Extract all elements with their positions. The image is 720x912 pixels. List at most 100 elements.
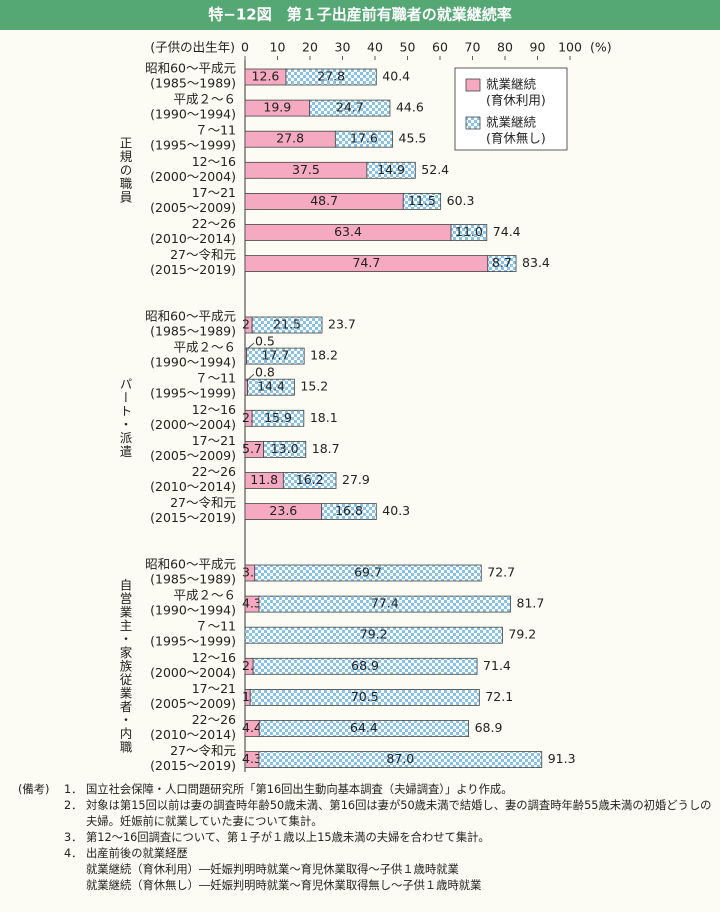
total-label: 15.2 xyxy=(300,379,328,394)
value-label: 19.9 xyxy=(263,100,291,115)
bar-segment xyxy=(334,130,393,148)
value-label: 64.4 xyxy=(350,720,378,735)
category-label: 平成２〜６ xyxy=(173,588,236,603)
category-label: (2015〜2019) xyxy=(150,758,236,773)
bar-segment xyxy=(263,440,307,458)
value-label: 63.4 xyxy=(334,224,362,239)
category-label: (2010〜2014) xyxy=(150,479,236,494)
x-tick-label: 30 xyxy=(335,40,351,55)
total-label: 60.3 xyxy=(447,193,475,208)
total-label: 18.1 xyxy=(310,410,338,425)
note-text: 第12〜16回調査について、第１子が１歳以上15歳未満の夫婦を合わせて集計。 xyxy=(86,831,490,844)
x-tick-label: 0 xyxy=(241,40,249,55)
total-label: 71.4 xyxy=(483,658,511,673)
category-label: (2000〜2004) xyxy=(150,169,236,184)
note-number: 1． xyxy=(64,783,83,796)
note-sub: 就業継続（育休無し）―妊娠判明時就業〜育児休業取得無し〜子供１歳時就業 xyxy=(86,879,482,892)
value-label: 11.5 xyxy=(408,193,436,208)
total-label: 72.1 xyxy=(485,689,513,704)
value-label: 8.7 xyxy=(492,255,512,270)
value-label: 12.6 xyxy=(252,69,280,84)
group-label: 正規の職員 xyxy=(118,136,133,204)
value-label: 11.8 xyxy=(250,472,278,487)
bar-segment xyxy=(258,751,543,768)
total-label: 81.7 xyxy=(517,596,545,611)
category-label: (1985〜1989) xyxy=(150,76,236,91)
legend-label: 就業継続 xyxy=(486,115,537,130)
category-label: 12〜16 xyxy=(192,650,236,665)
bar-segment xyxy=(258,595,511,613)
note: 4． 出産前後の就業経歴 xyxy=(64,846,714,862)
value-label: 21.5 xyxy=(273,317,301,332)
category-label: (1995〜1999) xyxy=(150,634,236,649)
total-label: 91.3 xyxy=(548,751,576,766)
value-label: 17.7 xyxy=(261,348,289,363)
x-tick-label: 70 xyxy=(465,40,481,55)
bar-segment xyxy=(366,161,416,179)
x-tick-label: 50 xyxy=(400,40,416,55)
category-label: 22〜26 xyxy=(192,712,236,727)
total-label: 52.4 xyxy=(421,162,449,177)
category-label: (1985〜1989) xyxy=(150,324,236,339)
notes: (備考) 1． 国立社会保障・人口問題研究所「第16回出生動向基本調査（夫婦調査）… xyxy=(18,782,714,894)
bar-segment xyxy=(450,224,488,241)
total-label: 44.6 xyxy=(396,100,424,115)
x-tick-label: 40 xyxy=(367,40,383,55)
note-number: 3． xyxy=(64,831,83,844)
bar-segment xyxy=(246,347,305,365)
bar-segment xyxy=(247,378,295,396)
category-label: ７〜11 xyxy=(195,371,236,386)
group-label: 自営業主・家族従業者・内職 xyxy=(118,578,133,754)
legend-label: (育休利用) xyxy=(486,93,546,108)
category-label: (2005〜2009) xyxy=(150,448,236,463)
category-label: 12〜16 xyxy=(192,154,236,169)
value-label: 16.8 xyxy=(335,503,363,518)
bar-segment xyxy=(402,192,442,210)
category-label: 27〜令和元 xyxy=(170,247,236,262)
bar-segment xyxy=(285,68,377,86)
category-label: 27〜令和元 xyxy=(170,495,236,510)
value-label: 14.4 xyxy=(257,379,285,394)
value-label: 48.7 xyxy=(310,193,338,208)
category-label: (2005〜2009) xyxy=(150,200,236,215)
category-label: (1995〜1999) xyxy=(150,386,236,401)
total-label: 27.9 xyxy=(342,472,370,487)
legend-label: 就業継続 xyxy=(486,77,537,92)
value-label: 27.8 xyxy=(276,131,304,146)
total-label: 68.9 xyxy=(475,720,503,735)
value-unit: (%) xyxy=(590,40,612,55)
note-text: 出産前後の就業経歴 xyxy=(86,847,188,860)
value-label: 77.4 xyxy=(371,596,399,611)
bar-segment xyxy=(251,316,323,334)
legend-swatch xyxy=(465,78,481,92)
value-label: 68.9 xyxy=(351,658,379,673)
note: 1． 国立社会保障・人口問題研究所「第16回出生動向基本調査（夫婦調査）」より作成… xyxy=(64,782,714,798)
category-label: (1985〜1989) xyxy=(150,572,236,587)
value-label: 15.9 xyxy=(264,410,292,425)
category-label: (1990〜1994) xyxy=(150,107,236,122)
value-label: 16.2 xyxy=(296,472,324,487)
category-label: (1990〜1994) xyxy=(150,603,236,618)
value-label: 4.3 xyxy=(242,751,262,766)
bar-segment xyxy=(249,689,480,706)
legend-label: (育休無し) xyxy=(486,131,546,146)
value-label: 13.0 xyxy=(271,441,299,456)
value-label: 27.8 xyxy=(317,69,345,84)
bar-segment xyxy=(251,409,305,427)
category-label: 22〜26 xyxy=(192,464,236,479)
bar-segment xyxy=(487,255,517,273)
note: 3． 第12〜16回調査について、第１子が１歳以上15歳未満の夫婦を合わせて集計。 xyxy=(64,830,714,846)
category-label: 昭和60〜平成元 xyxy=(145,557,236,572)
category-label: (1995〜1999) xyxy=(150,138,236,153)
x-tick-label: 100 xyxy=(558,40,582,55)
category-label: 27〜令和元 xyxy=(170,743,236,758)
value-label: 87.0 xyxy=(386,751,414,766)
bar-segment xyxy=(309,99,391,117)
category-label: (2000〜2004) xyxy=(150,417,236,432)
value-label: 11.0 xyxy=(455,224,483,239)
total-label: 83.4 xyxy=(522,255,550,270)
category-label: (2010〜2014) xyxy=(150,231,236,246)
x-tick-label: 60 xyxy=(432,40,448,55)
value-label: 5.7 xyxy=(242,441,262,456)
